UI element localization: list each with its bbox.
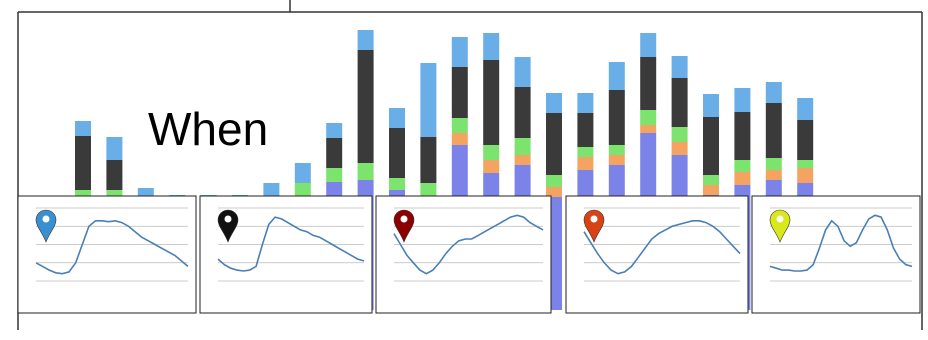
location-pin	[393, 209, 415, 243]
location-pin	[583, 209, 605, 243]
bar-segment	[483, 33, 500, 60]
line-chart	[565, 195, 749, 314]
line	[393, 214, 544, 275]
bar-segment	[483, 160, 500, 173]
bar-segment	[483, 60, 500, 145]
bar-segment	[577, 157, 594, 170]
bar-segment	[546, 113, 562, 175]
bar-segment	[75, 190, 91, 200]
bar-segment	[608, 62, 625, 90]
bar-segment	[389, 108, 405, 128]
bar-segment	[514, 155, 531, 165]
line	[35, 219, 189, 275]
bar-segment	[734, 112, 751, 160]
pin-hole	[42, 215, 50, 223]
bar-segment	[797, 168, 814, 183]
bar-segment	[608, 90, 625, 145]
bar-segment	[734, 88, 751, 112]
bar-segment	[106, 137, 123, 160]
bar-segment	[546, 175, 562, 187]
bar-segment	[389, 128, 405, 178]
bar-segment	[797, 160, 814, 168]
bar-segment	[546, 93, 562, 113]
bar-segment	[326, 168, 343, 182]
bar-segment	[640, 110, 657, 125]
bar-segment	[671, 127, 688, 142]
bar-segment	[703, 117, 719, 175]
bar-segment	[734, 160, 751, 172]
line	[583, 220, 741, 275]
line-chart	[17, 195, 197, 314]
bar-segment	[357, 30, 374, 50]
bar-segment	[765, 158, 782, 170]
pin-hole	[400, 215, 408, 223]
bar-segment	[451, 67, 468, 118]
bar-segment	[451, 37, 468, 67]
bar-segment	[514, 87, 531, 138]
bar-segment	[75, 136, 91, 190]
bar-segment	[420, 183, 437, 197]
bar-segment	[357, 50, 374, 163]
bar-segment	[703, 185, 719, 195]
pin-hole	[224, 215, 232, 223]
bar-segment	[577, 147, 594, 157]
bar-segment	[765, 170, 782, 180]
line-chart	[199, 195, 373, 314]
bar-segment	[703, 175, 719, 185]
bar-segment	[734, 172, 751, 185]
bar-segment	[671, 142, 688, 155]
bar-segment	[294, 163, 311, 183]
pin-hole	[776, 215, 784, 223]
bar-segment	[106, 190, 123, 200]
bar-segment	[451, 133, 468, 145]
bar-segment	[671, 78, 688, 127]
bar-segment	[326, 138, 343, 168]
bar-segment	[797, 98, 814, 120]
bar-segment	[765, 82, 782, 103]
line	[769, 214, 913, 272]
bar-segment	[640, 57, 657, 110]
bar-segment	[546, 187, 562, 197]
bar-segment	[75, 121, 91, 136]
bar-segment	[797, 120, 814, 160]
insets	[17, 195, 921, 314]
bar-segment	[106, 160, 123, 190]
bar-segment	[703, 94, 719, 117]
bar-segment	[483, 145, 500, 160]
line-chart	[751, 195, 921, 314]
bar-segment	[514, 57, 531, 87]
bar-segment	[608, 155, 625, 165]
bar-segment	[640, 33, 657, 57]
bar-segment	[389, 178, 405, 190]
bar-segment	[514, 138, 531, 155]
annotation: When	[148, 103, 268, 155]
bar-segment	[326, 123, 343, 138]
bar-segment	[640, 125, 657, 133]
line	[217, 216, 365, 272]
location-pin	[217, 209, 239, 243]
bar-segment	[420, 137, 437, 183]
pin-hole	[590, 215, 598, 223]
bar-segment	[765, 103, 782, 158]
bar-segment	[671, 56, 688, 78]
line-chart	[375, 195, 552, 314]
location-pin	[769, 209, 791, 243]
bar-segment	[357, 163, 374, 180]
location-pin	[35, 209, 57, 243]
bar-segment	[577, 93, 594, 113]
bar-segment	[577, 113, 594, 147]
bar-segment	[451, 118, 468, 133]
bar-segment	[420, 63, 437, 137]
bar-segment	[608, 145, 625, 155]
